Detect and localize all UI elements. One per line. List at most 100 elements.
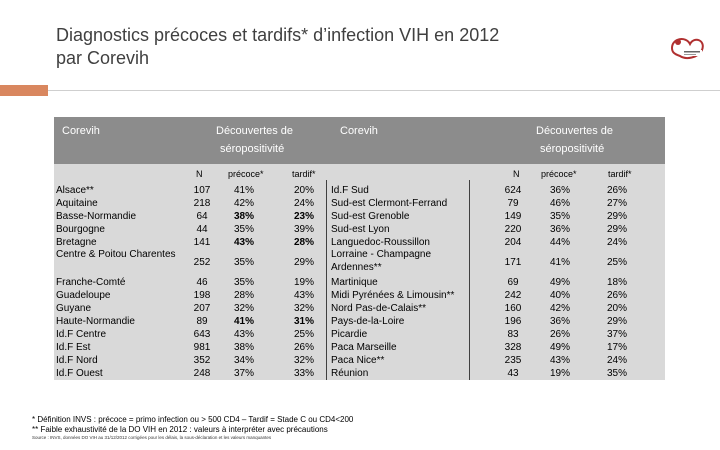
table-row: Languedoc-Roussillon 204 44% 24% [331, 236, 665, 249]
table-row: Basse-Normandie 64 38% 23% [54, 210, 326, 223]
row-n: 220 [504, 224, 522, 235]
subheader-tardif-left: tardif* [292, 169, 316, 179]
row-n: 89 [196, 316, 208, 327]
row-tardif: 29% [606, 316, 627, 327]
header-decouvertes-left-2: séropositivité [220, 143, 285, 155]
row-tardif: 26% [606, 290, 627, 301]
title-line-2: par Corevih [56, 48, 150, 68]
row-name: Nord Pas-de-Calais** [331, 303, 427, 314]
table-row: Id.F Sud 624 36% 26% [331, 184, 665, 197]
row-tardif: 31% [293, 316, 314, 327]
row-precoce: 41% [233, 185, 254, 196]
row-precoce: 36% [549, 224, 570, 235]
row-n: 235 [504, 355, 522, 366]
row-tardif: 24% [293, 198, 314, 209]
row-tardif: 29% [606, 211, 627, 222]
row-name: Bretagne [56, 237, 97, 248]
row-name: Id.F Nord [56, 355, 98, 366]
row-precoce: 35% [233, 224, 254, 235]
table-row: Martinique 69 49% 18% [331, 276, 665, 289]
row-n: 160 [504, 303, 522, 314]
row-tardif: 24% [606, 237, 627, 248]
row-precoce: 35% [549, 211, 570, 222]
row-precoce: 49% [549, 342, 570, 353]
subheader-tardif-right: tardif* [608, 169, 632, 179]
row-tardif: 26% [293, 342, 314, 353]
row-precoce: 41% [549, 257, 570, 268]
row-precoce: 42% [549, 303, 570, 314]
table-row: Guyane 207 32% 32% [54, 302, 326, 315]
footnotes: * Définition INVS : précoce = primo infe… [32, 415, 353, 441]
table-row: Id.F Nord 352 34% 32% [54, 354, 326, 367]
header-decouvertes-right-1: Découvertes de [536, 125, 614, 137]
row-precoce: 35% [233, 277, 254, 288]
row-name: Picardie [331, 329, 368, 340]
row-n: 643 [193, 329, 211, 340]
table-subheader: N précoce* tardif* N précoce* tardif* [54, 164, 665, 184]
row-n: 981 [193, 342, 211, 353]
table-row: Aquitaine 218 42% 24% [54, 197, 326, 210]
title-line-1: Diagnostics précoces et tardifs* d’infec… [56, 25, 500, 45]
footnote-source: Source : INVS, données DO VIH au 31/12/2… [32, 435, 272, 440]
table-row: Sud-est Grenoble 149 35% 29% [331, 210, 665, 223]
table-row: Sud-est Clermont-Ferrand 79 46% 27% [331, 197, 665, 210]
column-divider-right [469, 180, 470, 380]
row-tardif: 29% [293, 257, 314, 268]
row-precoce: 40% [549, 290, 570, 301]
row-n: 624 [504, 185, 522, 196]
table-row: Réunion 43 19% 35% [331, 367, 665, 380]
row-n: 46 [196, 277, 208, 288]
table-header: Corevih Découvertes de séropositivité Co… [54, 117, 665, 164]
row-name: Martinique [331, 277, 378, 288]
subheader-n-left: N [196, 169, 203, 179]
subheader-precoce-left: précoce* [228, 169, 264, 179]
row-n: 198 [193, 290, 211, 301]
row-precoce: 32% [233, 303, 254, 314]
row-n: 141 [193, 237, 211, 248]
subheader-precoce-right: précoce* [541, 169, 577, 179]
row-tardif: 23% [293, 211, 314, 222]
row-name: Id.F Est [56, 342, 91, 353]
row-n: 79 [507, 198, 519, 209]
row-precoce: 36% [549, 185, 570, 196]
row-precoce: 35% [233, 257, 254, 268]
row-n: 207 [193, 303, 211, 314]
header-decouvertes-right-2: séropositivité [540, 143, 605, 155]
table-row: Id.F Ouest 248 37% 33% [54, 367, 326, 380]
row-tardif: 26% [606, 185, 627, 196]
row-n: 171 [504, 257, 522, 268]
header-decouvertes-left-1: Découvertes de [216, 125, 294, 137]
row-tardif: 20% [293, 185, 314, 196]
row-precoce: 41% [233, 316, 254, 327]
table-row: Id.F Centre 643 43% 25% [54, 328, 326, 341]
row-name: Haute-Normandie [56, 316, 135, 327]
row-name: Paca Nice** [331, 355, 385, 366]
table-row: Paca Nice** 235 43% 24% [331, 354, 665, 367]
row-precoce: 19% [549, 368, 570, 379]
table-row: Centre & Poitou Charentes 252 35% 29% [54, 249, 326, 275]
row-tardif: 29% [606, 224, 627, 235]
table-row: Midi Pyrénées & Limousin** 242 40% 26% [331, 289, 665, 302]
table-row: Bretagne 141 43% 28% [54, 236, 326, 249]
table-row: Haute-Normandie 89 41% 31% [54, 315, 326, 328]
row-precoce: 38% [233, 342, 254, 353]
row-tardif: 32% [293, 355, 314, 366]
row-n: 242 [504, 290, 522, 301]
row-tardif: 18% [606, 277, 627, 288]
row-precoce: 34% [233, 355, 254, 366]
corevih-logo [670, 38, 704, 59]
row-tardif: 27% [606, 198, 627, 209]
row-tardif: 24% [606, 355, 627, 366]
row-name: Sud-est Grenoble [331, 211, 410, 222]
row-n: 44 [196, 224, 208, 235]
table-row: Franche-Comté 46 35% 19% [54, 276, 326, 289]
column-divider-left [326, 180, 327, 380]
row-precoce: 28% [233, 290, 254, 301]
table-body [54, 184, 665, 380]
row-n: 69 [507, 277, 519, 288]
row-n: 352 [193, 355, 211, 366]
row-n: 83 [507, 329, 519, 340]
row-n: 252 [193, 257, 211, 268]
row-tardif: 33% [293, 368, 314, 379]
subheader-n-right: N [513, 169, 520, 179]
